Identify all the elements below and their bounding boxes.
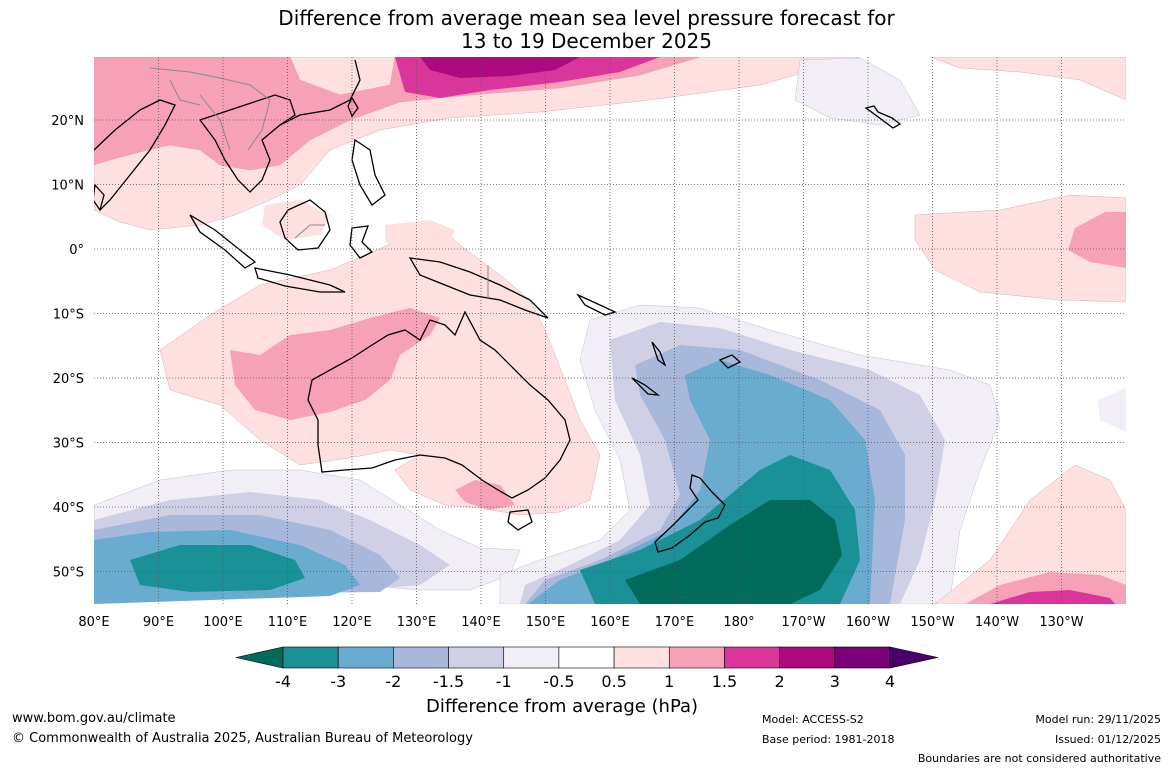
longitude-label: 180° bbox=[723, 615, 754, 630]
latitude-label: 10°S bbox=[53, 308, 84, 323]
coastline-vanuatu bbox=[651, 341, 667, 367]
colorbar-tick-label: 3 bbox=[830, 672, 840, 691]
neg-anomaly-indian-ocean-core bbox=[130, 545, 305, 592]
latitude-label: 0° bbox=[69, 243, 84, 258]
colorbar-swatch bbox=[337, 646, 394, 669]
colorbar-label: Difference from average (hPa) bbox=[426, 696, 699, 717]
coastline-australia bbox=[307, 310, 571, 499]
latitude-label: 10°N bbox=[51, 179, 84, 194]
colorbar-swatch bbox=[282, 646, 339, 669]
neg-anomaly-nz-core bbox=[625, 500, 842, 604]
longitude-label: 130°W bbox=[1039, 615, 1083, 630]
colorbar-tick-label: 1.5 bbox=[712, 672, 737, 691]
latitude-label: 30°S bbox=[53, 437, 84, 452]
colorbar-tick-label: -2 bbox=[385, 672, 401, 691]
coastline-new-zealand bbox=[654, 474, 726, 553]
colorbar-tick-label: 2 bbox=[775, 672, 785, 691]
colorbar-swatch bbox=[448, 646, 505, 669]
pos-anomaly-east-pacific-light bbox=[914, 194, 1126, 303]
colorbar-swatch bbox=[558, 646, 615, 669]
latitude-label: 50°S bbox=[53, 566, 84, 581]
colorbar-swatch bbox=[668, 646, 725, 669]
longitude-label: 170°E bbox=[655, 615, 695, 630]
coastline-taiwan bbox=[347, 96, 359, 118]
latitude-label: 20°S bbox=[53, 372, 84, 387]
chart-title-line2: 13 to 19 December 2025 bbox=[460, 29, 712, 53]
coastline-sri-lanka bbox=[94, 183, 105, 212]
coastline-fiji bbox=[718, 354, 742, 369]
coastline-indochina bbox=[198, 94, 296, 193]
coastline-borneo bbox=[279, 199, 331, 251]
longitude-label: 150°W bbox=[910, 615, 954, 630]
colorbar-tick-label: -3 bbox=[330, 672, 346, 691]
colorbar-tick-label: 1 bbox=[664, 672, 674, 691]
coastline-hawaii bbox=[864, 105, 902, 129]
issued-date: Issued: 01/12/2025 bbox=[1054, 733, 1161, 746]
longitude-label: 140°W bbox=[975, 615, 1019, 630]
longitude-label: 140°E bbox=[461, 615, 501, 630]
neg-anomaly-east-faint bbox=[1098, 388, 1126, 432]
copyright-notice: © Commonwealth of Australia 2025, Austra… bbox=[12, 731, 473, 746]
coastline-java bbox=[254, 267, 346, 293]
base-period: Base period: 1981-2018 bbox=[762, 733, 895, 746]
colorbar-swatch bbox=[834, 646, 891, 669]
longitude-label: 160°W bbox=[846, 615, 890, 630]
source-url[interactable]: www.bom.gov.au/climate bbox=[12, 711, 176, 726]
longitude-label: 160°E bbox=[590, 615, 630, 630]
coastline-sulawesi bbox=[349, 225, 374, 259]
coastline-new-guinea bbox=[408, 257, 549, 319]
latitude-label: 40°S bbox=[53, 501, 84, 516]
longitude-labels: 80°E 90°E 100°E 110°E 120°E 130°E 140°E 150°E 16… bbox=[78, 615, 1083, 630]
colorbar-tick-label: 4 bbox=[885, 672, 895, 691]
colorbar-max-arrow bbox=[889, 646, 939, 669]
longitude-label: 90°E bbox=[143, 615, 174, 630]
colorbar: -4 -3 -2 -1.5 -1 -0.5 0.5 1 1.5 2 3 4 bbox=[235, 646, 939, 691]
pos-anomaly-east-pacific-mid bbox=[1068, 212, 1126, 268]
longitude-label: 110°E bbox=[268, 615, 308, 630]
coastline-philippines bbox=[351, 138, 386, 206]
coastline-tasmania bbox=[507, 509, 533, 531]
longitude-label: 150°E bbox=[526, 615, 566, 630]
coastline-sumatra bbox=[189, 214, 257, 269]
anomaly-field bbox=[94, 57, 1126, 604]
pos-anomaly-north-core bbox=[420, 57, 580, 78]
longitude-label: 100°E bbox=[203, 615, 243, 630]
colorbar-min-arrow bbox=[235, 646, 284, 669]
colorbar-tick-label: -4 bbox=[275, 672, 291, 691]
pos-anomaly-borneo bbox=[262, 200, 330, 240]
coastlines bbox=[94, 59, 902, 553]
model-name: Model: ACCESS-S2 bbox=[762, 713, 864, 726]
pos-anomaly-asia-mid bbox=[94, 57, 701, 171]
colorbar-tick-label: -0.5 bbox=[543, 672, 574, 691]
pos-anomaly-south-east-pacific-strong bbox=[990, 590, 1115, 604]
latitude-label: 20°N bbox=[51, 114, 84, 129]
colorbar-swatch bbox=[613, 646, 670, 669]
pos-anomaly-se-australia-mid bbox=[455, 480, 515, 510]
longitude-label: 130°E bbox=[397, 615, 437, 630]
colorbar-tick-label: -1.5 bbox=[433, 672, 464, 691]
boundaries-disclaimer: Boundaries are not considered authoritat… bbox=[917, 752, 1161, 765]
coastline-new-caledonia bbox=[631, 377, 661, 396]
colorbar-tick-label: -1 bbox=[496, 672, 512, 691]
colorbar-tick-label: 0.5 bbox=[601, 672, 626, 691]
colorbar-swatch bbox=[503, 646, 560, 669]
longitude-label: 120°E bbox=[332, 615, 372, 630]
pos-anomaly-north-east bbox=[929, 57, 1126, 101]
colorbar-swatch bbox=[779, 646, 836, 669]
border-borneo bbox=[294, 224, 325, 239]
neg-anomaly-hawaii bbox=[794, 57, 921, 126]
colorbar-swatch bbox=[393, 646, 449, 669]
colorbar-swatch bbox=[724, 646, 780, 669]
chart-title-line1: Difference from average mean sea level p… bbox=[278, 6, 895, 30]
pos-anomaly-new-guinea bbox=[385, 220, 455, 252]
graticule bbox=[94, 57, 1126, 604]
latitude-labels: 20°N 10°N 0° 10°S 20°S 30°S 40°S 50°S bbox=[51, 114, 84, 581]
longitude-label: 170°W bbox=[781, 615, 825, 630]
longitude-label: 80°E bbox=[78, 615, 109, 630]
coastline-south-china bbox=[279, 59, 361, 126]
model-run-date: Model run: 29/11/2025 bbox=[1035, 713, 1161, 726]
